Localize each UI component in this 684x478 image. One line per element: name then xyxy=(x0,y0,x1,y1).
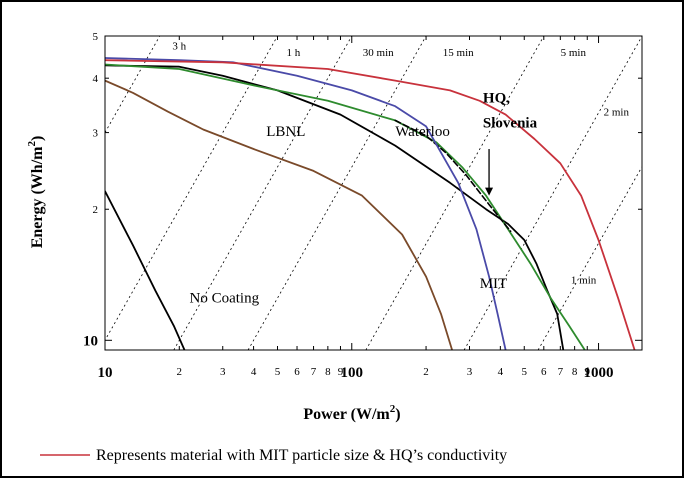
x-tick-label-0: 10 xyxy=(98,365,113,381)
series-mit-hq xyxy=(105,59,636,350)
series-label-2: Waterloo xyxy=(395,124,450,140)
time-line-3 xyxy=(247,36,427,350)
x-tick-label-9: 100 xyxy=(341,365,364,381)
x-tick-label-15: 7 xyxy=(558,366,564,378)
series-hq-slovenia xyxy=(105,63,586,350)
series-label-0: No Coating xyxy=(190,291,260,307)
x-tick-label-14: 6 xyxy=(541,366,547,378)
series-lbnl xyxy=(105,79,453,350)
series-label-4: Slovenia xyxy=(483,116,538,132)
time-line-label-6: 1 min xyxy=(571,274,597,286)
time-line-label-0: 3 h xyxy=(172,41,186,53)
time-line-2 xyxy=(173,36,353,350)
y-tick-label-4: 5 xyxy=(93,31,99,43)
y-axis-label: Energy (Wh/m2) xyxy=(26,136,46,249)
x-tick-label-10: 2 xyxy=(423,366,429,378)
x-tick-label-12: 4 xyxy=(498,366,504,378)
series-no-coating xyxy=(105,190,186,350)
time-line-label-1: 1 h xyxy=(287,47,301,59)
x-tick-label-7: 8 xyxy=(325,366,331,378)
x-tick-label-5: 6 xyxy=(294,366,300,378)
x-tick-label-4: 5 xyxy=(275,366,281,378)
y-tick-label-0: 10 xyxy=(83,333,98,349)
series-lines xyxy=(105,57,636,350)
x-tick-label-17: 9 xyxy=(585,366,591,378)
hq-annotation-arrow xyxy=(485,149,494,196)
time-line-1 xyxy=(105,36,278,342)
x-tick-label-1: 2 xyxy=(177,366,183,378)
time-line-6 xyxy=(537,165,642,350)
x-axis-label: Power (W/m2) xyxy=(303,403,400,423)
series-label-1: LBNL xyxy=(266,124,305,140)
y-tick-label-3: 4 xyxy=(93,73,99,85)
time-line-label-5: 2 min xyxy=(604,107,630,119)
plot-frame xyxy=(104,35,643,351)
series-hq-slovenia-fit xyxy=(394,119,512,233)
y-tick-label-2: 3 xyxy=(93,128,99,140)
series-waterloo xyxy=(105,64,565,350)
x-tick-label-3: 4 xyxy=(251,366,257,378)
time-isolines xyxy=(105,36,642,350)
x-tick-label-18: 1000 xyxy=(584,365,614,381)
x-tick-label-2: 3 xyxy=(220,366,226,378)
x-tick-label-6: 7 xyxy=(311,366,317,378)
x-tick-label-13: 5 xyxy=(522,366,528,378)
time-line-0 xyxy=(105,36,161,134)
series-label-3: HQ, xyxy=(483,90,510,106)
series-labels: No Coating LBNL Waterloo HQ, Slovenia MIT xyxy=(190,90,538,306)
x-tick-label-8: 9 xyxy=(338,366,344,378)
legend-text: Represents material with MIT particle si… xyxy=(96,447,507,464)
x-tick-label-16: 8 xyxy=(572,366,578,378)
time-line-label-4: 5 min xyxy=(561,47,587,59)
time-line-4 xyxy=(365,36,545,350)
x-tick-label-11: 3 xyxy=(467,366,473,378)
annotation-arrow-head xyxy=(485,187,494,196)
series-label-5: MIT xyxy=(480,276,508,292)
time-line-label-2: 30 min xyxy=(363,47,394,59)
y-tick-label-1: 2 xyxy=(93,204,99,216)
time-line-label-3: 15 min xyxy=(443,47,474,59)
